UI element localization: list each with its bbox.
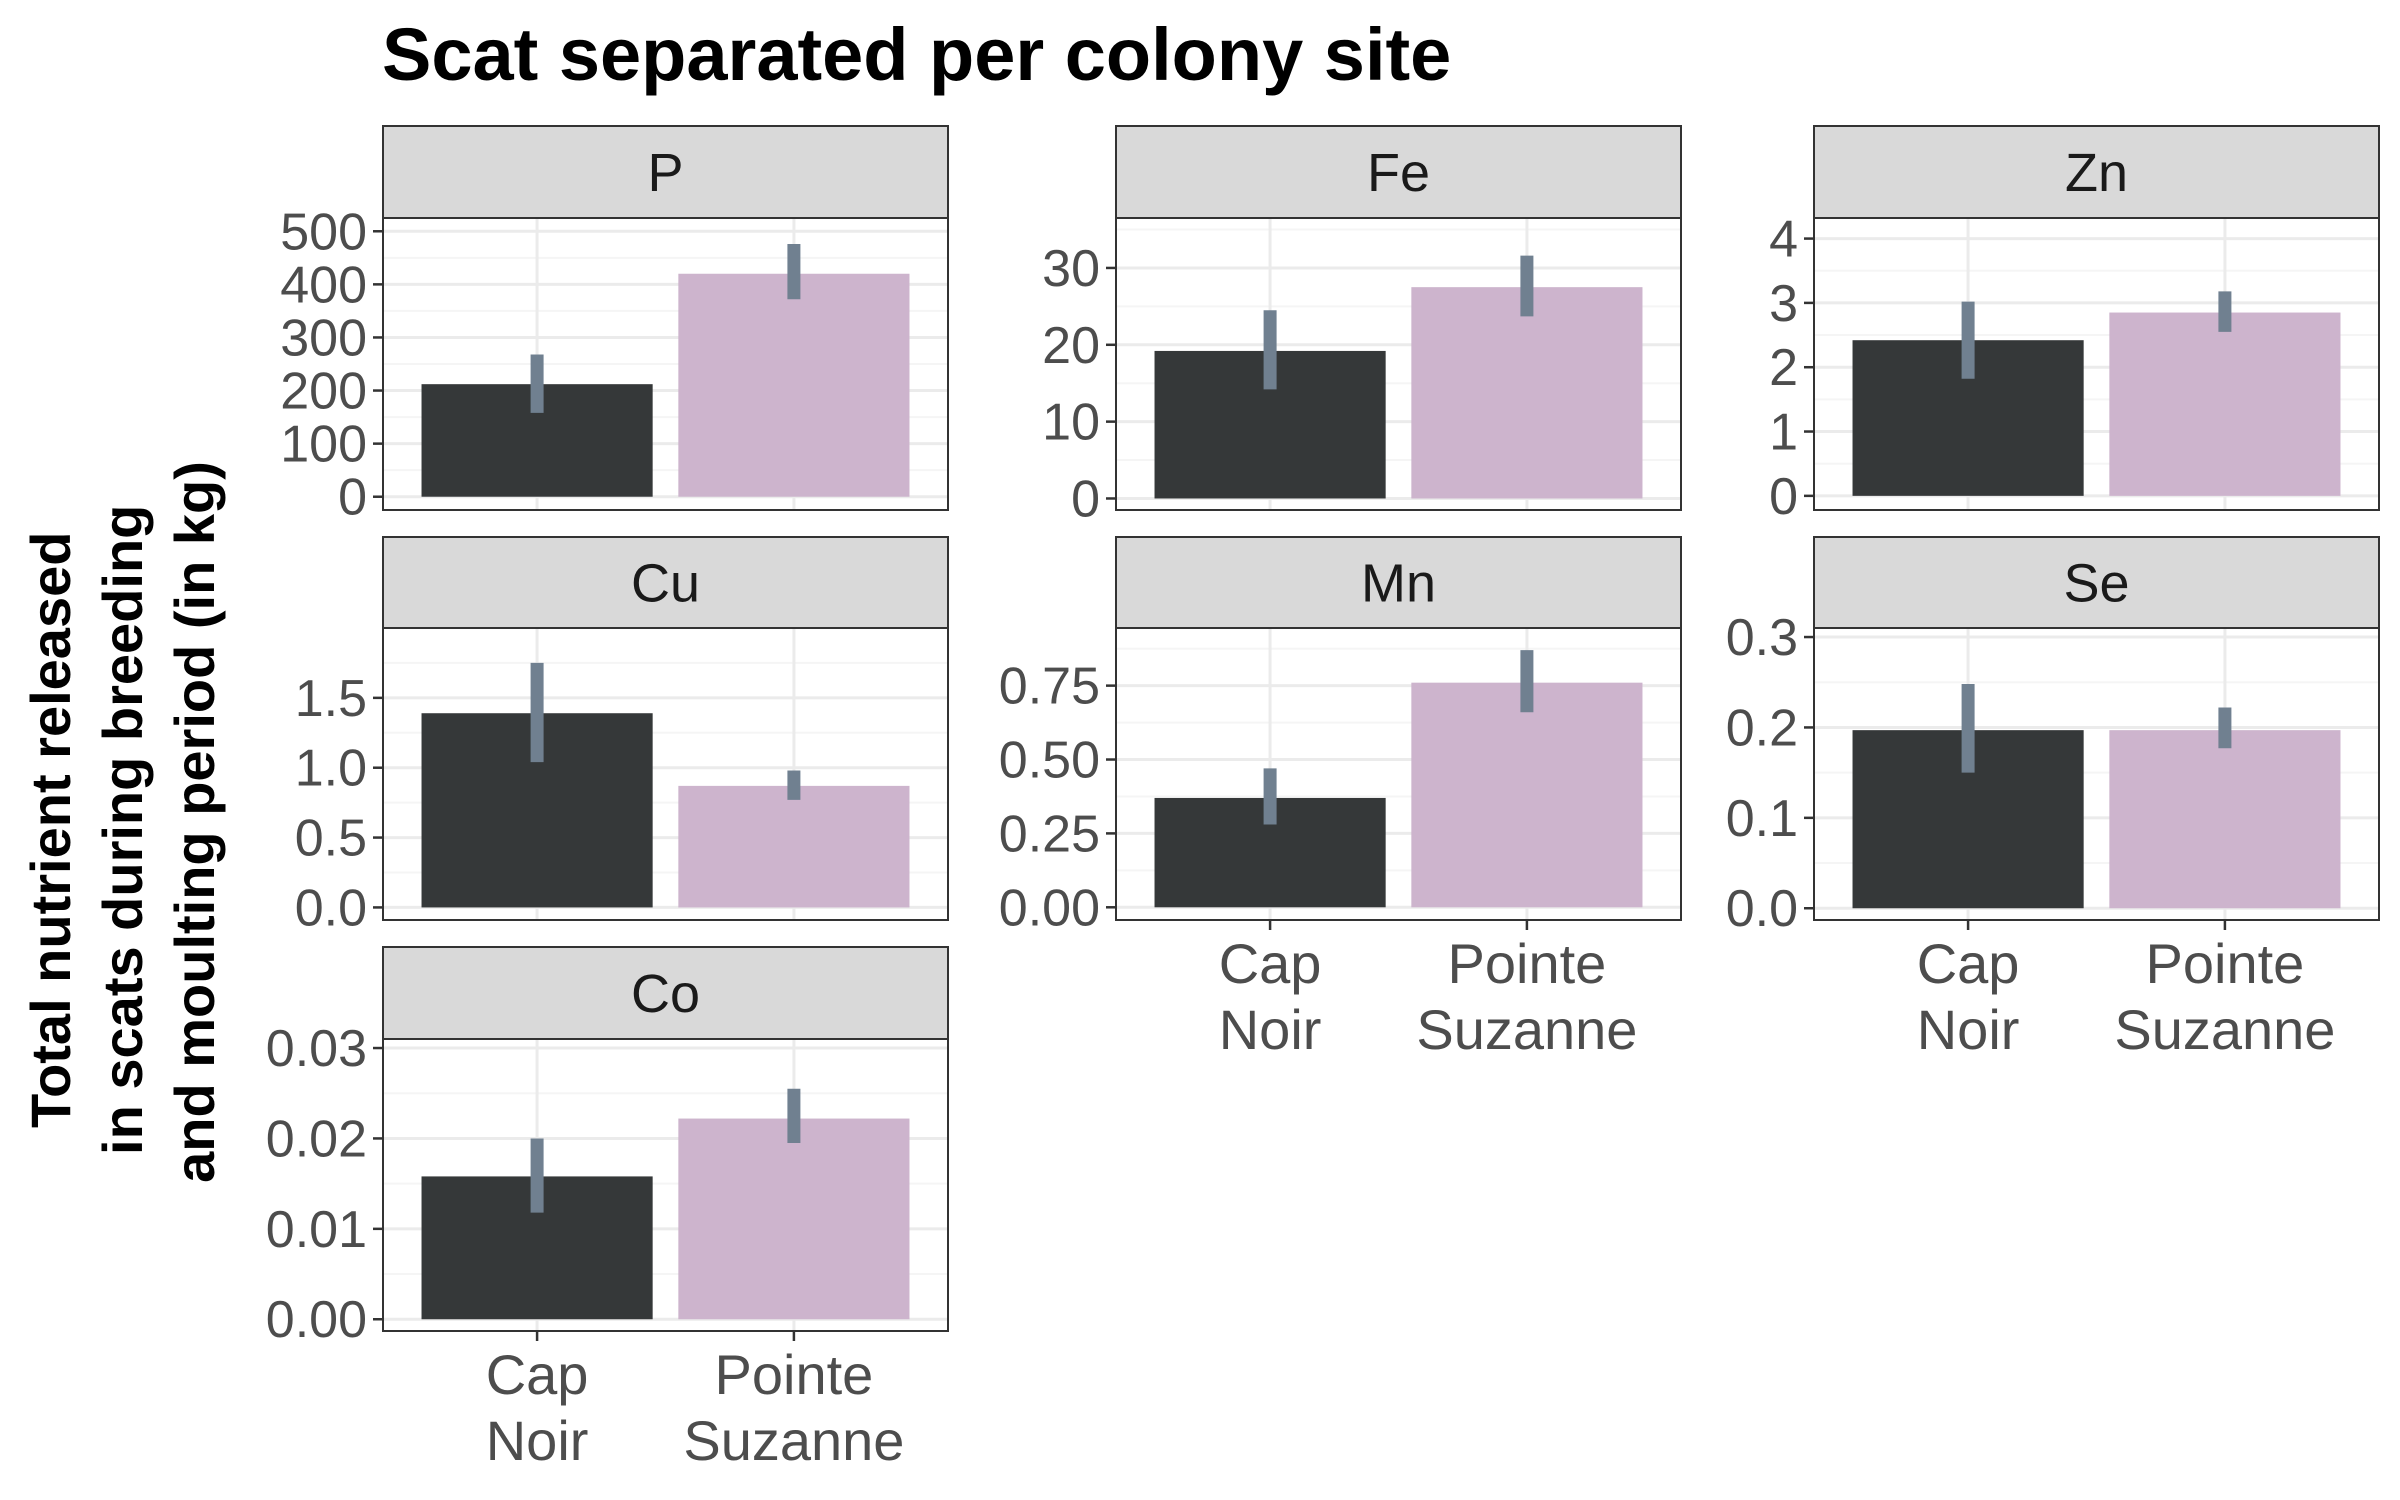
facet-panels: P0100200300400500Fe0102030Zn01234Cu0.00.… xyxy=(266,125,2380,1472)
strip-label-cu: Cu xyxy=(631,554,700,614)
y-tick-label-cu: 0.5 xyxy=(295,810,367,868)
y-tick-label-cu: 0.0 xyxy=(295,879,367,937)
panel-co: Co 0.00 0.01 0.02 0.03 Cap Noir Pointe Suzanne xyxy=(266,946,949,1472)
y-tick-label-fe: 20 xyxy=(1042,317,1100,375)
x-tick-label-cap-noir: Cap Noir xyxy=(1917,932,2020,1061)
strip-zn xyxy=(1813,125,2380,219)
x-tick-label-line: Suzanne xyxy=(683,1409,904,1472)
strip-fe xyxy=(1115,125,1682,219)
x-tick-label-cap-noir: Cap Noir xyxy=(1219,932,1322,1061)
bar-cu-pointe-suzanne xyxy=(678,785,910,908)
strip-mn xyxy=(1115,536,1682,629)
y-tick-label-zn: 1 xyxy=(1769,404,1798,462)
y-tick-label-zn: 0 xyxy=(1769,468,1798,526)
chart-title: Scat separated per colony site xyxy=(382,13,1451,96)
panel-se: Se 0.0 0.1 0.2 0.3 Cap Noir Pointe Suzanne xyxy=(1726,536,2380,1061)
x-tick-label-line: Cap xyxy=(1917,932,2020,995)
bar-co-pointe-suzanne xyxy=(678,1118,910,1320)
strip-cu xyxy=(382,536,949,629)
strip-se xyxy=(1813,536,2380,629)
x-tick-label-line: Suzanne xyxy=(2114,998,2335,1061)
strip-co xyxy=(382,946,949,1040)
panel-border-co xyxy=(382,1038,949,1332)
x-tick-label-pointe-suzanne: Pointe Suzanne xyxy=(683,1343,904,1472)
y-tick-label-mn: 0.25 xyxy=(999,805,1100,863)
y-tick-label-zn: 3 xyxy=(1769,275,1798,333)
x-tick-label-line: Noir xyxy=(486,1409,589,1472)
y-tick-label-p: 300 xyxy=(280,309,367,367)
strip-label-zn: Zn xyxy=(2065,143,2128,203)
y-axis-title-line-1: Total nutrient released xyxy=(19,532,82,1128)
y-tick-label-p: 400 xyxy=(280,256,367,314)
x-tick-label-line: Noir xyxy=(1219,998,1322,1061)
y-tick-label-zn: 4 xyxy=(1769,211,1798,269)
y-tick-label-fe: 0 xyxy=(1071,470,1100,528)
x-tick-label-cap-noir: Cap Noir xyxy=(486,1343,589,1472)
y-tick-label-fe: 10 xyxy=(1042,394,1100,452)
bar-mn-pointe-suzanne xyxy=(1411,682,1643,908)
x-tick-label-line: Suzanne xyxy=(1416,998,1637,1061)
strip-label-p: P xyxy=(647,143,683,203)
strip-label-fe: Fe xyxy=(1367,143,1430,203)
y-tick-label-mn: 0.50 xyxy=(999,732,1100,790)
bar-se-pointe-suzanne xyxy=(2109,730,2341,909)
y-tick-label-co: 0.00 xyxy=(266,1291,367,1349)
panel-border-mn xyxy=(1115,627,1682,921)
panel-border-cu xyxy=(382,627,949,921)
y-tick-label-co: 0.02 xyxy=(266,1110,367,1168)
x-tick-label-line: Noir xyxy=(1917,998,2020,1061)
strip-label-co: Co xyxy=(631,964,700,1024)
y-tick-label-p: 200 xyxy=(280,363,367,421)
y-tick-label-zn: 2 xyxy=(1769,339,1798,397)
strip-p xyxy=(382,125,949,219)
y-tick-label-se: 0.2 xyxy=(1726,699,1798,757)
bar-zn-pointe-suzanne xyxy=(2109,312,2341,496)
x-tick-label-line: Cap xyxy=(486,1343,589,1406)
panel-cu: Cu 0.0 0.5 1.0 1.5 xyxy=(295,536,949,937)
x-tick-label-line: Pointe xyxy=(1448,932,1607,995)
y-tick-label-co: 0.03 xyxy=(266,1020,367,1078)
y-tick-label-p: 0 xyxy=(338,469,367,527)
strip-label-se: Se xyxy=(2063,554,2129,614)
panel-border-p xyxy=(382,217,949,511)
y-tick-label-cu: 1.5 xyxy=(295,670,367,728)
x-tick-label-pointe-suzanne: Pointe Suzanne xyxy=(2114,932,2335,1061)
y-axis-title-line-2: in scats during breeding xyxy=(91,505,154,1155)
x-tick-label-line: Cap xyxy=(1219,932,1322,995)
panel-border-se xyxy=(1813,627,2380,921)
x-tick-label-line: Pointe xyxy=(2146,932,2305,995)
x-tick-label-pointe-suzanne: Pointe Suzanne xyxy=(1416,932,1637,1061)
bar-p-pointe-suzanne xyxy=(678,273,910,497)
y-tick-label-se: 0.3 xyxy=(1726,609,1798,667)
panel-border-fe xyxy=(1115,217,1682,511)
y-tick-label-se: 0.1 xyxy=(1726,790,1798,848)
y-axis-title-line-3: and moulting period (in kg) xyxy=(163,461,226,1183)
x-tick-label-line: Pointe xyxy=(715,1343,874,1406)
y-axis-title: Total nutrient released in scats during … xyxy=(19,461,226,1183)
y-tick-label-p: 500 xyxy=(280,203,367,261)
y-tick-label-se: 0.0 xyxy=(1726,880,1798,938)
y-tick-label-cu: 1.0 xyxy=(295,740,367,798)
y-tick-label-mn: 0.00 xyxy=(999,879,1100,937)
panel-mn: Mn 0.00 0.25 0.50 0.75 Cap Noir Pointe Suzanne xyxy=(999,536,1682,1061)
y-tick-label-fe: 30 xyxy=(1042,240,1100,298)
panel-border-zn xyxy=(1813,217,2380,511)
y-tick-label-p: 100 xyxy=(280,416,367,474)
panel-zn: Zn 0 1 2 3 4 xyxy=(1769,125,2380,526)
y-tick-label-mn: 0.75 xyxy=(999,658,1100,716)
panel-fe: Fe 0 10 20 30 xyxy=(1042,125,1682,528)
y-tick-label-co: 0.01 xyxy=(266,1201,367,1259)
bar-fe-pointe-suzanne xyxy=(1411,287,1643,499)
strip-label-mn: Mn xyxy=(1361,554,1436,614)
